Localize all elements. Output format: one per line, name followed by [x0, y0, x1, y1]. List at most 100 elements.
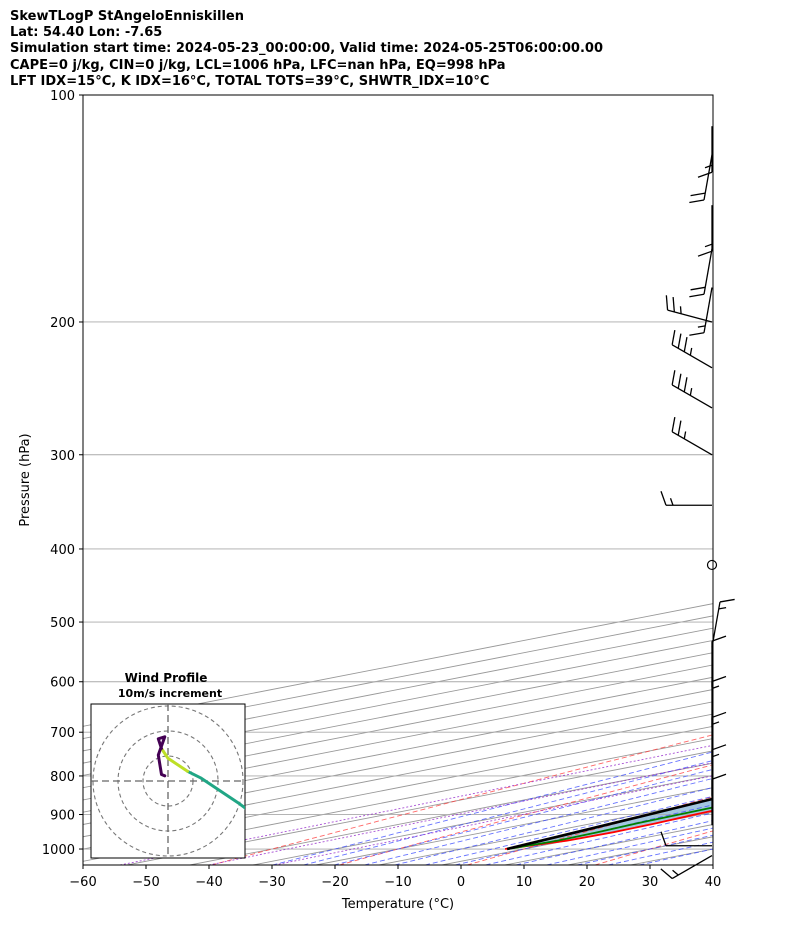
- barb-feather: [711, 773, 727, 780]
- hodograph-trace: [186, 769, 245, 810]
- y-tick-label: 700: [50, 726, 75, 741]
- x-tick-label: 40: [705, 875, 722, 890]
- hodograph-trace: [156, 735, 167, 778]
- barb-half-feather: [679, 306, 682, 314]
- wind-barb: [660, 831, 712, 847]
- barb-feather: [671, 330, 676, 345]
- dry-adiabat: [211, 734, 713, 865]
- barb-feather: [697, 171, 713, 178]
- y-axis-label: Pressure (hPa): [18, 433, 33, 526]
- x-tick-label: 10: [516, 875, 533, 890]
- barb-feather: [683, 377, 688, 393]
- wind-barb: [689, 154, 713, 204]
- temperature-line: [504, 809, 713, 850]
- y-axis-ticks: 1000 900 800 700 600 500 400 300 200 100: [42, 89, 83, 858]
- barb-half-feather: [683, 431, 687, 439]
- x-tick-label: −50: [132, 875, 159, 890]
- wind-barb: [706, 559, 718, 571]
- wind-barb: [689, 287, 713, 336]
- isotherm-line: [83, 664, 713, 789]
- location-text: Lat: 54.40 Lon: -7.65: [10, 25, 163, 41]
- barb-feather: [677, 333, 682, 349]
- hodograph-trace: [160, 747, 189, 773]
- mixing-ratio-line: [274, 775, 713, 865]
- moist-adiabat-lines: [272, 751, 713, 865]
- x-tick-label: 20: [579, 875, 596, 890]
- barb-half-feather: [697, 325, 706, 328]
- wind-barb: [711, 744, 727, 796]
- wind-barb: [697, 205, 713, 257]
- y-tick-label: 200: [50, 316, 75, 331]
- isotherm-line: [83, 701, 713, 825]
- barb-feather: [672, 297, 675, 312]
- wind-barb: [711, 773, 727, 826]
- profile-series: [504, 797, 713, 851]
- x-axis-ticks: −60 −50 −40 −30 −20 −10 0 10 20 30 40: [69, 865, 721, 890]
- mixing-ratio-lines: [119, 744, 713, 865]
- barb-feather: [671, 370, 676, 386]
- barb-feather: [683, 337, 688, 352]
- barb-feather: [671, 417, 676, 432]
- barb-half-feather: [669, 498, 674, 506]
- stability-indices-text: CAPE=0 j/kg, CIN=0 j/kg, LCL=1006 hPa, L…: [10, 57, 506, 73]
- title-block: SkewTLogP StAngeloEnniskillen Lat: 54.40…: [10, 9, 603, 90]
- x-tick-label: 30: [642, 875, 659, 890]
- x-tick-label: −10: [384, 875, 411, 890]
- wind-barb: [689, 248, 713, 298]
- hodograph-title: Wind Profile: [125, 671, 208, 685]
- dry-adiabat-lines: [211, 95, 794, 865]
- isotherm-line: [83, 652, 713, 776]
- barb-feather: [690, 286, 706, 291]
- barb-feather: [697, 250, 713, 257]
- y-tick-label: 400: [50, 543, 75, 558]
- chart-title: SkewTLogP StAngeloEnniskillen: [10, 9, 244, 24]
- barb-feather: [719, 598, 735, 603]
- barb-feather: [660, 491, 667, 506]
- dry-adiabat: [723, 95, 794, 865]
- y-tick-label: 900: [50, 809, 75, 824]
- y-tick-label: 500: [50, 616, 75, 631]
- barb-feather: [677, 420, 682, 436]
- barb-shaft: [671, 854, 713, 880]
- calm-circle: [706, 559, 718, 571]
- barb-half-feather: [689, 347, 693, 356]
- hodograph-inset: Wind Profile 10m/s increment: [90, 671, 246, 859]
- barb-feather: [689, 332, 705, 336]
- wind-barb: [697, 126, 713, 178]
- x-tick-label: 0: [457, 875, 465, 890]
- x-tick-label: −40: [195, 875, 222, 890]
- barb-feather: [665, 295, 669, 311]
- moist-adiabat: [333, 768, 713, 865]
- barb-feather: [711, 635, 727, 642]
- barb-feather: [689, 199, 705, 204]
- isotherm-line: [83, 725, 713, 850]
- barb-half-feather: [672, 869, 679, 876]
- barb-shaft: [703, 287, 713, 333]
- wind-barb: [711, 675, 727, 728]
- isotherm-line: [83, 713, 713, 838]
- barb-feather: [660, 868, 673, 880]
- hodograph-plot: [91, 704, 245, 858]
- y-tick-label: 100: [50, 89, 75, 104]
- y-tick-label: 300: [50, 449, 75, 464]
- isotherm-line: [83, 689, 713, 813]
- wind-barb: [660, 491, 712, 506]
- x-tick-label: −60: [69, 875, 96, 890]
- hodograph-subtitle: 10m/s increment: [118, 687, 222, 700]
- barb-shaft: [667, 309, 713, 323]
- moist-adiabat: [394, 786, 713, 865]
- wind-barb: [660, 854, 713, 880]
- barb-feather: [689, 293, 705, 298]
- moist-adiabat: [303, 760, 713, 865]
- y-tick-label: 1000: [42, 843, 75, 858]
- y-tick-label: 800: [50, 770, 75, 785]
- isotherm-line: [83, 676, 713, 801]
- wind-barb: [671, 330, 713, 369]
- wind-barb: [671, 417, 713, 456]
- barb-shaft: [671, 344, 713, 369]
- barb-half-feather: [718, 606, 727, 610]
- mixing-ratio-line: [208, 762, 713, 865]
- simulation-time-text: Simulation start time: 2024-05-23_00:00:…: [10, 41, 603, 57]
- barb-shaft: [671, 431, 713, 456]
